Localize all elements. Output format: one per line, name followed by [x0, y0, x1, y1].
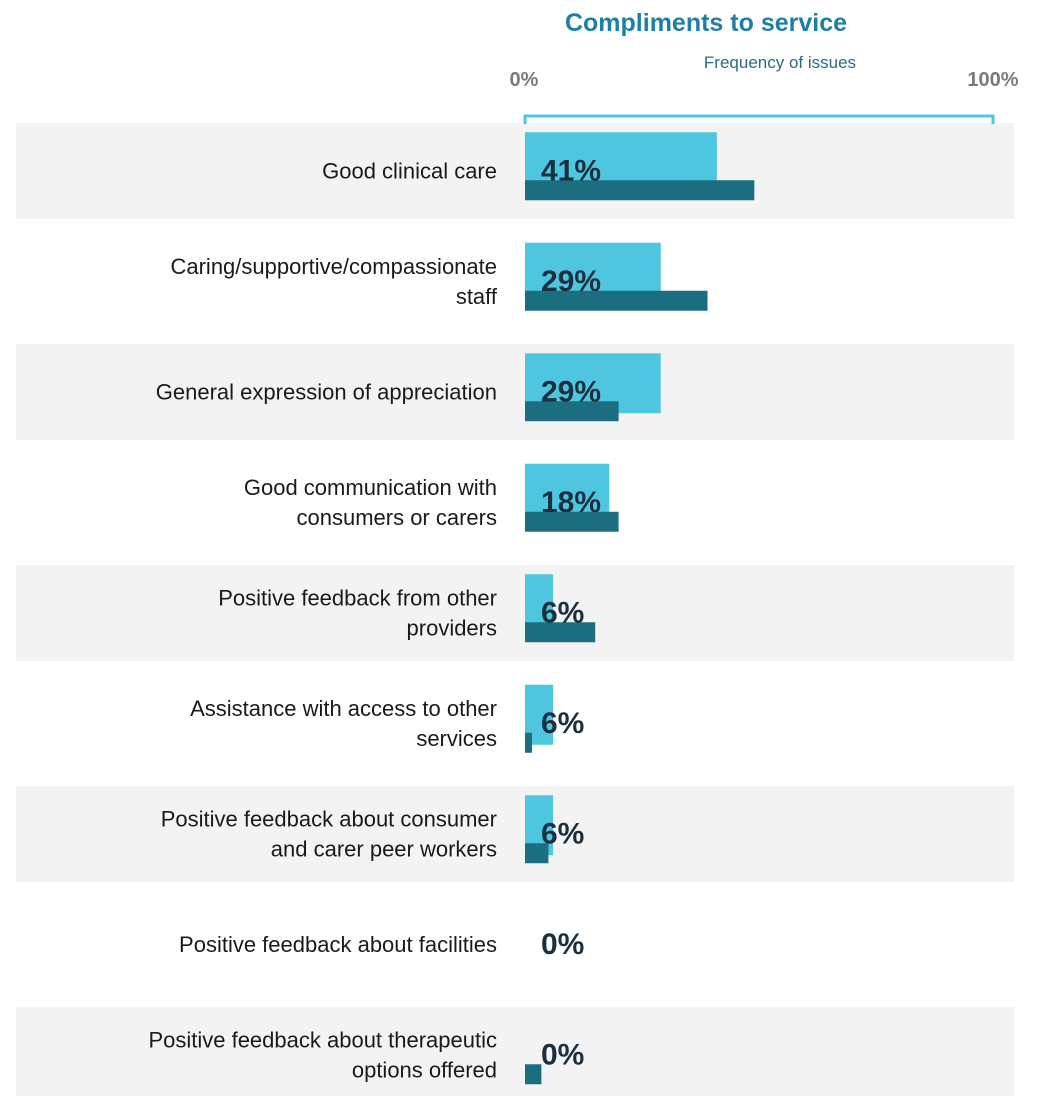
- category-label: Positive feedback about therapeutic optio…: [148, 1027, 497, 1082]
- value-label: 29%: [541, 265, 601, 298]
- row-bands: [16, 123, 1014, 1096]
- category-label: Positive feedback about facilities: [179, 932, 497, 957]
- bars-group: [525, 132, 755, 1085]
- axis-bracket: [523, 114, 995, 124]
- value-label: 6%: [541, 596, 584, 629]
- category-label: Good communication with consumers or care…: [244, 475, 497, 530]
- value-labels: 41% 29% 29% 18% 6% 6% 6% 0% 0%: [541, 154, 601, 1071]
- category-label: Positive feedback from other providers: [218, 585, 497, 640]
- value-label: 29%: [541, 375, 601, 408]
- row-band: [16, 344, 1014, 440]
- axis-start-label: 0%: [510, 69, 539, 91]
- category-label: Assistance with access to other services: [190, 696, 497, 751]
- bar-series-2: [525, 732, 533, 753]
- chart-title: Compliments to service: [565, 9, 847, 37]
- axis-end-label: 100%: [967, 69, 1018, 91]
- row-band: [16, 565, 1014, 661]
- category-label: Caring/supportive/compassionate staff: [170, 254, 497, 309]
- value-label: 6%: [541, 817, 584, 850]
- value-label: 6%: [541, 707, 584, 740]
- bar-series-2: [525, 290, 708, 311]
- row-band: [16, 786, 1014, 882]
- value-label: 0%: [541, 1038, 584, 1071]
- value-label: 18%: [541, 486, 601, 519]
- bar-series-2: [525, 401, 619, 422]
- bar-series-2: [525, 511, 619, 532]
- chart-subtitle: Frequency of issues: [704, 53, 856, 72]
- bar-series-2: [525, 180, 755, 201]
- bar-series-2: [525, 622, 596, 643]
- value-label: 41%: [541, 154, 601, 187]
- value-label: 0%: [541, 928, 584, 961]
- category-label: Positive feedback about consumer and care…: [161, 806, 497, 861]
- category-label: Good clinical care: [322, 158, 497, 183]
- bar-series-2: [525, 843, 549, 864]
- category-labels: Good clinical care Caring/supportive/comp…: [148, 158, 497, 1082]
- category-label: General expression of appreciation: [156, 379, 497, 404]
- row-band: [16, 1007, 1014, 1096]
- bar-series-2: [525, 1064, 542, 1085]
- row-band: [16, 123, 1014, 219]
